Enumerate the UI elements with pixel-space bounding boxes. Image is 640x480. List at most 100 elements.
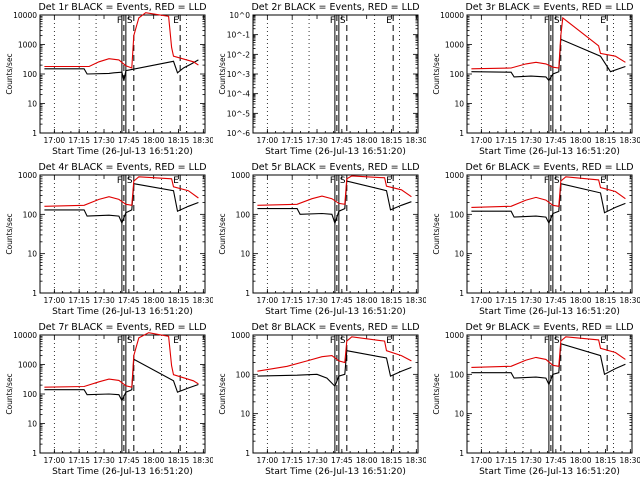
x-tick-label: 18:30 <box>193 136 213 145</box>
x-tick-label: 18:00 <box>570 456 592 465</box>
y-tick-label: 1000 <box>18 171 37 180</box>
x-tick-label: 17:30 <box>306 456 328 465</box>
chart-title: Det 3r BLACK = Events, RED = LLD <box>465 2 633 13</box>
y-tick-label: 10^-6 <box>227 129 251 138</box>
y-tick-label: 1 <box>32 129 37 138</box>
marker-label-E: E <box>173 176 179 186</box>
y-tick-label: 10 <box>27 420 37 429</box>
marker-label-E: E <box>386 336 392 346</box>
x-axis-label: Start Time (26-Jul-13 16:51:20) <box>479 147 620 157</box>
plot-frame <box>39 174 206 294</box>
y-tick-label: 1 <box>245 289 250 298</box>
y-axis-label: Counts/sec <box>432 53 441 94</box>
x-tick-label: 18:00 <box>570 296 592 305</box>
x-tick-label: 18:30 <box>620 136 640 145</box>
marker-label-E: E <box>386 16 392 26</box>
series-line-events <box>44 358 199 402</box>
y-tick-label: 10 <box>27 250 37 259</box>
marker-label-E: E <box>600 336 606 346</box>
chart-title: Det 1r BLACK = Events, RED = LLD <box>38 2 206 13</box>
marker-label-F: F <box>330 176 335 186</box>
x-axis-label: Start Time (26-Jul-13 16:51:20) <box>265 467 406 477</box>
marker-label-S: S <box>127 336 133 346</box>
series-line-lld <box>44 12 199 69</box>
marker-label-S: S <box>554 336 560 346</box>
chart-title: Det 9r BLACK = Events, RED = LLD <box>465 322 633 333</box>
series-line-events <box>44 183 199 225</box>
y-tick-label: 10 <box>240 250 250 259</box>
y-tick-label: 10^-5 <box>227 109 251 118</box>
x-tick-label: 18:00 <box>356 296 378 305</box>
x-tick-label: 18:30 <box>620 456 640 465</box>
x-tick-label: 18:00 <box>356 456 378 465</box>
y-axis-label: Counts/sec <box>5 53 14 94</box>
y-tick-label: 100 <box>23 390 38 399</box>
y-tick-label: 1000 <box>18 41 37 50</box>
marker-label-S: S <box>554 176 560 186</box>
marker-label-S: S <box>127 16 133 26</box>
plot-frame <box>466 174 633 294</box>
marker-label-S: S <box>340 16 346 26</box>
y-tick-label: 1000 <box>445 41 464 50</box>
x-tick-label: 17:45 <box>331 296 353 305</box>
y-tick-label: 1000 <box>18 361 37 370</box>
x-tick-label: 18:00 <box>143 456 165 465</box>
y-tick-label: 10^-4 <box>227 90 251 99</box>
y-tick-label: 10 <box>27 100 37 109</box>
y-tick-label: 100 <box>450 70 465 79</box>
marker-label-F: F <box>544 16 549 26</box>
chart-title: Det 8r BLACK = Events, RED = LLD <box>251 322 419 333</box>
y-tick-label: 100 <box>450 210 465 219</box>
x-axis-label: Start Time (26-Jul-13 16:51:20) <box>479 307 620 317</box>
x-axis-label: Start Time (26-Jul-13 16:51:20) <box>479 467 620 477</box>
x-tick-label: 17:00 <box>44 136 66 145</box>
x-tick-label: 17:15 <box>68 136 90 145</box>
x-tick-label: 18:15 <box>381 296 403 305</box>
y-tick-label: 10^0 <box>229 11 250 20</box>
x-tick-label: 18:15 <box>168 136 190 145</box>
y-tick-label: 10^-2 <box>227 50 251 59</box>
series-line-events <box>471 342 626 386</box>
y-tick-label: 10 <box>454 250 464 259</box>
x-axis-label: Start Time (26-Jul-13 16:51:20) <box>52 307 193 317</box>
marker-label-S: S <box>554 16 560 26</box>
x-tick-label: 17:30 <box>306 296 328 305</box>
y-tick-label: 1 <box>459 289 464 298</box>
x-tick-label: 17:00 <box>257 456 279 465</box>
x-tick-label: 17:45 <box>545 456 567 465</box>
series-line-events <box>471 183 626 225</box>
y-tick-label: 1 <box>245 449 250 458</box>
y-tick-label: 10000 <box>13 11 37 20</box>
y-axis-label: Counts/sec <box>5 373 14 414</box>
y-axis-label: Counts/sec <box>432 213 441 254</box>
x-tick-label: 17:30 <box>93 136 115 145</box>
x-tick-label: 18:15 <box>381 136 403 145</box>
y-tick-label: 10 <box>240 410 250 419</box>
x-tick-label: 17:30 <box>93 296 115 305</box>
y-tick-label: 1 <box>32 449 37 458</box>
x-tick-label: 17:30 <box>93 456 115 465</box>
chart-title: Det 5r BLACK = Events, RED = LLD <box>251 162 419 173</box>
y-tick-label: 10^-1 <box>227 31 251 40</box>
x-tick-label: 18:15 <box>168 296 190 305</box>
x-tick-label: 17:45 <box>118 296 140 305</box>
x-tick-label: 17:15 <box>495 296 517 305</box>
x-tick-label: 18:30 <box>406 136 426 145</box>
y-tick-label: 1000 <box>231 331 250 340</box>
y-tick-label: 10^-3 <box>227 70 251 79</box>
y-tick-label: 10000 <box>440 11 464 20</box>
marker-label-F: F <box>544 336 549 346</box>
x-tick-label: 18:00 <box>356 136 378 145</box>
x-tick-label: 17:15 <box>281 456 303 465</box>
x-tick-label: 17:30 <box>520 456 542 465</box>
x-tick-label: 18:30 <box>193 456 213 465</box>
series-line-events <box>471 38 626 82</box>
x-tick-label: 17:15 <box>68 296 90 305</box>
x-axis-label: Start Time (26-Jul-13 16:51:20) <box>265 147 406 157</box>
marker-label-F: F <box>544 176 549 186</box>
x-tick-label: 17:15 <box>281 136 303 145</box>
